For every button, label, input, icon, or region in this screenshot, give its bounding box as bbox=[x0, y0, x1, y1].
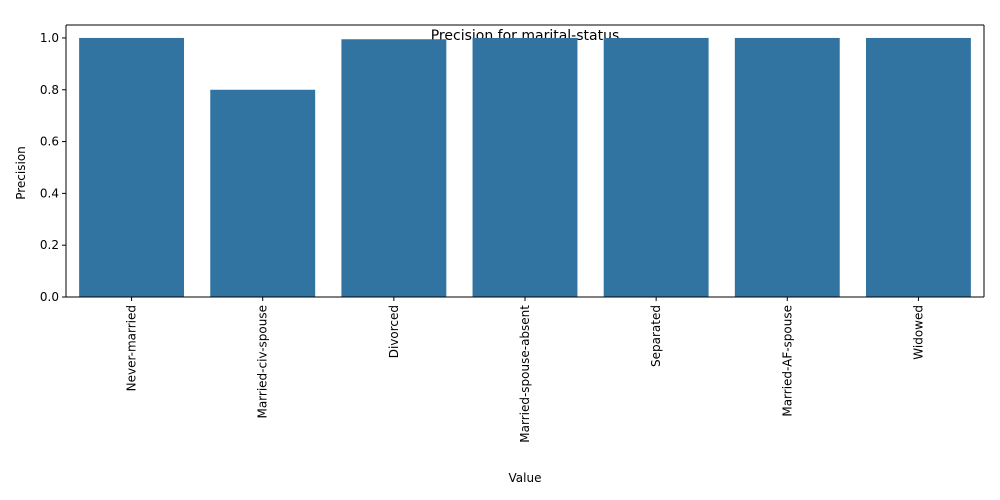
y-tick-label: 0.4 bbox=[40, 186, 59, 200]
x-tick-label: Married-spouse-absent bbox=[518, 305, 532, 443]
x-tick-label: Married-AF-spouse bbox=[780, 305, 794, 417]
bar-married-spouse-absent bbox=[472, 37, 578, 297]
y-tick-label: 1.0 bbox=[40, 31, 59, 45]
x-tick-label: Married-civ-spouse bbox=[256, 305, 270, 419]
y-tick-label: 0.0 bbox=[40, 290, 59, 304]
x-axis-label: Value bbox=[509, 471, 542, 485]
y-tick-label: 0.2 bbox=[40, 238, 59, 252]
x-tick-label: Widowed bbox=[911, 305, 925, 360]
y-axis-label: Precision bbox=[14, 146, 28, 200]
bar-never-married bbox=[79, 37, 185, 297]
x-tick-label: Divorced bbox=[387, 305, 401, 358]
bar-married-af-spouse bbox=[734, 37, 840, 297]
x-tick-label: Separated bbox=[649, 305, 663, 367]
y-tick-label: 0.6 bbox=[40, 135, 59, 149]
bar-widowed bbox=[865, 37, 971, 297]
bars-group bbox=[79, 37, 971, 297]
bar-divorced bbox=[341, 39, 447, 297]
bar-married-civ-spouse bbox=[210, 89, 316, 297]
x-tick-label: Never-married bbox=[125, 305, 139, 391]
y-tick-label: 0.8 bbox=[40, 83, 59, 97]
y-axis: 0.0 0.2 0.4 0.6 0.8 1.0 bbox=[40, 25, 985, 304]
x-axis: Never-married Married-civ-spouse Divorced M… bbox=[66, 24, 984, 443]
bar-separated bbox=[603, 37, 709, 297]
